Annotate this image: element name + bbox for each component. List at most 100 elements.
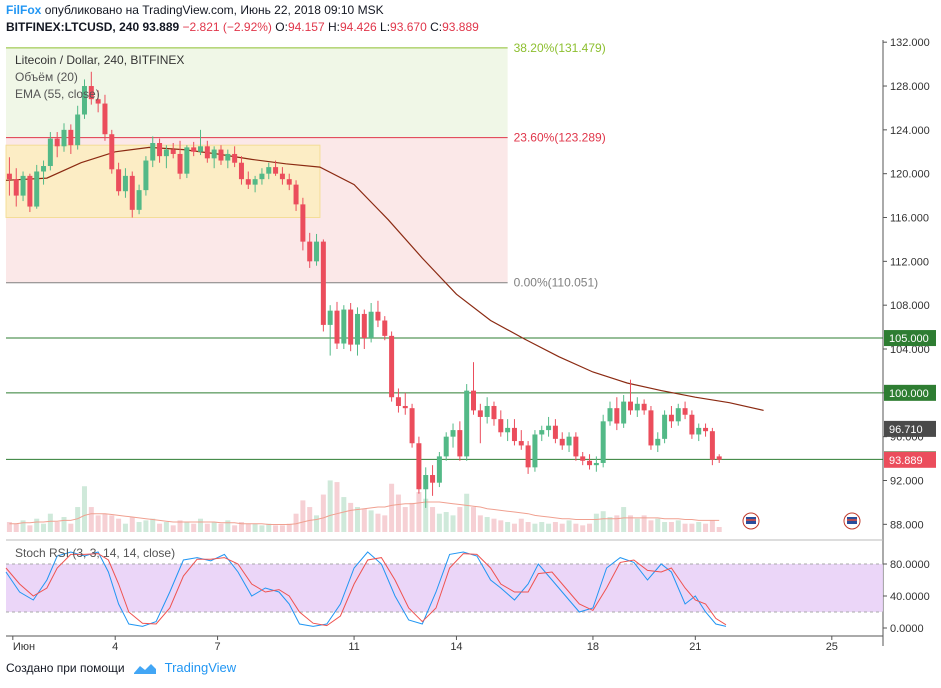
candle: [245, 171, 251, 190]
time-tick-label: 7: [215, 641, 221, 653]
candle-body: [395, 397, 401, 406]
candle-body: [655, 438, 661, 446]
candle: [580, 452, 586, 466]
candle-body: [95, 99, 101, 104]
candle: [54, 132, 60, 158]
volume-bar: [573, 523, 579, 532]
candle-body: [389, 335, 395, 398]
candle: [689, 410, 695, 439]
volume-bar: [587, 523, 593, 532]
candle-body: [600, 421, 606, 463]
volume-bar: [668, 522, 674, 532]
candle-body: [607, 408, 613, 422]
ema-legend[interactable]: EMA (55, close): [15, 87, 100, 101]
candle-body: [238, 162, 244, 180]
volume-bar: [498, 520, 504, 532]
candle: [511, 419, 517, 446]
candle: [163, 145, 169, 169]
fib-level-label: 38.20%(131.479): [514, 41, 606, 55]
candle-body: [116, 169, 122, 192]
candle-body: [662, 414, 668, 439]
candle-body: [450, 430, 456, 437]
candle: [320, 239, 326, 332]
volume-bar: [41, 523, 47, 532]
candle: [61, 123, 67, 152]
candle-body: [191, 147, 197, 152]
candle: [423, 467, 429, 508]
volume-bar: [614, 515, 620, 532]
candle: [116, 162, 122, 196]
candle-body: [218, 149, 224, 161]
candle: [150, 136, 156, 168]
candle-body: [150, 143, 156, 161]
candle-body: [416, 443, 422, 490]
volume-bar: [505, 522, 511, 532]
volume-bar: [354, 507, 360, 532]
candle-body: [27, 175, 33, 207]
candle: [716, 454, 722, 463]
candle-body: [320, 241, 326, 325]
price-change: −2.821 (−2.92%): [182, 20, 272, 34]
candle-body: [68, 129, 74, 146]
volume-bar: [232, 525, 238, 532]
candle: [436, 452, 442, 488]
volume-bar: [245, 523, 251, 532]
candle-body: [648, 410, 654, 446]
volume-bar: [102, 513, 108, 532]
low-value: 93.670: [390, 20, 427, 34]
volume-bar: [375, 513, 381, 532]
candle-body: [279, 173, 285, 180]
volume-bar: [218, 523, 224, 532]
candle: [655, 432, 661, 453]
candle-body: [225, 153, 231, 161]
volume-bar: [273, 525, 279, 532]
candle: [75, 105, 81, 150]
candle-body: [13, 179, 19, 196]
tradingview-link[interactable]: TradingView: [164, 660, 237, 675]
candle-body: [539, 430, 545, 435]
volume-bar: [395, 494, 401, 532]
candle: [587, 454, 593, 470]
candle: [471, 362, 477, 415]
candle: [614, 397, 620, 431]
close-label: C:: [430, 20, 443, 34]
candle: [402, 392, 408, 415]
volume-bar: [116, 518, 122, 532]
author-name[interactable]: FilFox: [6, 3, 42, 17]
candle-body: [518, 441, 524, 446]
candle: [546, 416, 552, 437]
volume-legend[interactable]: Объём (20): [15, 70, 78, 84]
candle: [539, 425, 545, 442]
volume-bar: [703, 523, 709, 532]
volume-bar: [129, 517, 135, 532]
volume-bar: [566, 520, 572, 532]
candle-body: [184, 147, 190, 174]
candle: [266, 162, 272, 180]
volume-bar: [136, 522, 142, 532]
volume-ma-line: [9, 501, 720, 525]
volume-bar: [307, 507, 313, 532]
low-label: L:: [380, 20, 391, 34]
price-tick-label: 132.000: [890, 37, 930, 49]
volume-bar: [20, 520, 26, 532]
candle-body: [204, 146, 210, 159]
candle: [491, 401, 497, 426]
candle: [314, 233, 320, 266]
volume-bar: [348, 502, 354, 532]
volume-bar: [409, 502, 415, 532]
stoch-rsi-legend[interactable]: Stoch RSI (3, 3, 14, 14, close): [15, 546, 176, 560]
fib-level-label: 23.60%(123.289): [514, 131, 606, 145]
candle-body: [136, 190, 142, 210]
candle-body: [245, 179, 251, 185]
volume-bar: [593, 513, 599, 532]
candle: [566, 432, 572, 453]
candle-body: [457, 430, 463, 457]
time-tick-label: 18: [587, 641, 599, 653]
candle: [109, 129, 115, 174]
price-tick-label: 124.000: [890, 125, 930, 137]
volume-bar: [279, 525, 285, 532]
candle-body: [436, 456, 442, 483]
candle-body: [477, 410, 483, 417]
volume-bar: [75, 507, 81, 532]
